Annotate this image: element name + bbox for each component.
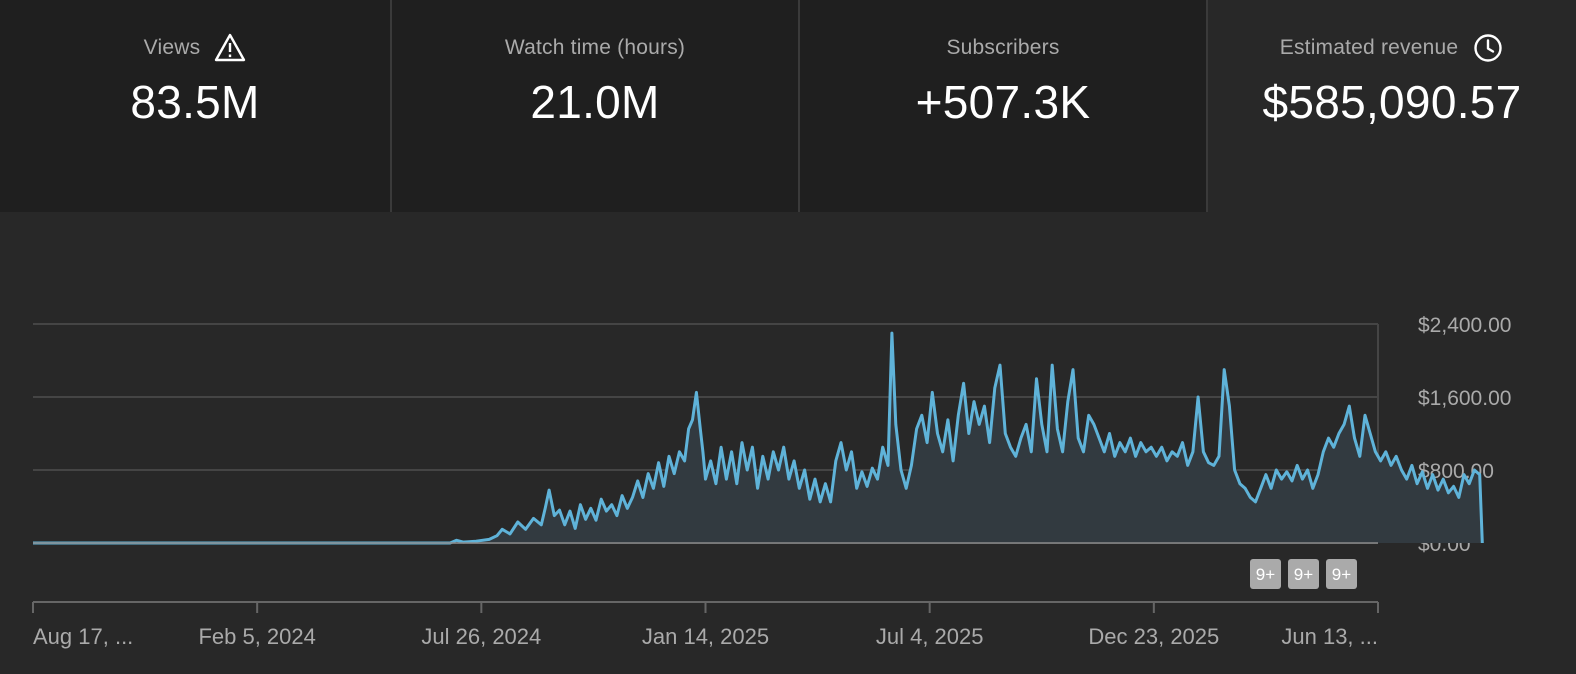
- metric-cards: Views 83.5M Watch time (hours) 21.0M Sub…: [0, 0, 1576, 212]
- metric-label: Subscribers: [946, 36, 1060, 59]
- metric-card-watch-time[interactable]: Watch time (hours) 21.0M: [390, 0, 798, 212]
- badge-label: 9+: [1256, 565, 1275, 584]
- x-tick-label: Aug 17, ...: [33, 624, 133, 649]
- metric-value: 83.5M: [130, 76, 260, 128]
- annotation-badge[interactable]: 9+: [1250, 559, 1281, 589]
- badge-background: [1250, 559, 1281, 589]
- x-tick-label: Jul 4, 2025: [876, 624, 984, 649]
- metric-value: $585,090.57: [1262, 76, 1522, 128]
- metric-label-row: Estimated revenue: [1208, 32, 1576, 64]
- x-tick-label: Dec 23, 2025: [1088, 624, 1219, 649]
- y-tick-label: $2,400.00: [1418, 314, 1511, 337]
- annotation-badge[interactable]: 9+: [1288, 559, 1319, 589]
- y-tick-label: $1,600.00: [1418, 387, 1511, 410]
- badge-background: [1326, 559, 1357, 589]
- revenue-chart: $0.00 $800.00 $1,600.00 $2,400.00 9+ 9+ 9+ Aug …: [0, 212, 1576, 674]
- metric-card-subscribers[interactable]: Subscribers +507.3K: [798, 0, 1206, 212]
- x-tick-label: Feb 5, 2024: [198, 624, 315, 649]
- revenue-chart-svg: $0.00$800.00$1,600.00$2,400.009+ 9+ 9+Aug …: [32, 314, 1511, 649]
- metric-label: Watch time (hours): [504, 36, 686, 59]
- metric-label-row: Watch time (hours): [392, 32, 798, 64]
- metric-label: Estimated revenue: [1279, 36, 1459, 59]
- metric-label-row: Views: [0, 32, 390, 64]
- revenue-line[interactable]: [33, 331, 1484, 545]
- metric-label-row: Subscribers: [800, 32, 1206, 64]
- badge-background: [1288, 559, 1319, 589]
- badge-label: 9+: [1294, 565, 1313, 584]
- badge-label: 9+: [1332, 565, 1351, 584]
- x-tick-label: Jun 13, ...: [1281, 624, 1378, 649]
- x-tick-label: Jan 14, 2025: [642, 624, 769, 649]
- clock-icon[interactable]: [1472, 32, 1504, 64]
- annotation-badge[interactable]: 9+: [1326, 559, 1357, 589]
- warning-icon[interactable]: [214, 32, 246, 64]
- metric-card-estimated-revenue[interactable]: Estimated revenue $585,090.57: [1206, 0, 1576, 212]
- metric-label: Views: [143, 36, 201, 59]
- revenue-area: [33, 333, 1483, 543]
- x-tick-label: Jul 26, 2024: [421, 624, 541, 649]
- metric-card-views[interactable]: Views 83.5M: [0, 0, 390, 212]
- metric-value: 21.0M: [530, 76, 660, 128]
- metric-value: +507.3K: [915, 76, 1091, 128]
